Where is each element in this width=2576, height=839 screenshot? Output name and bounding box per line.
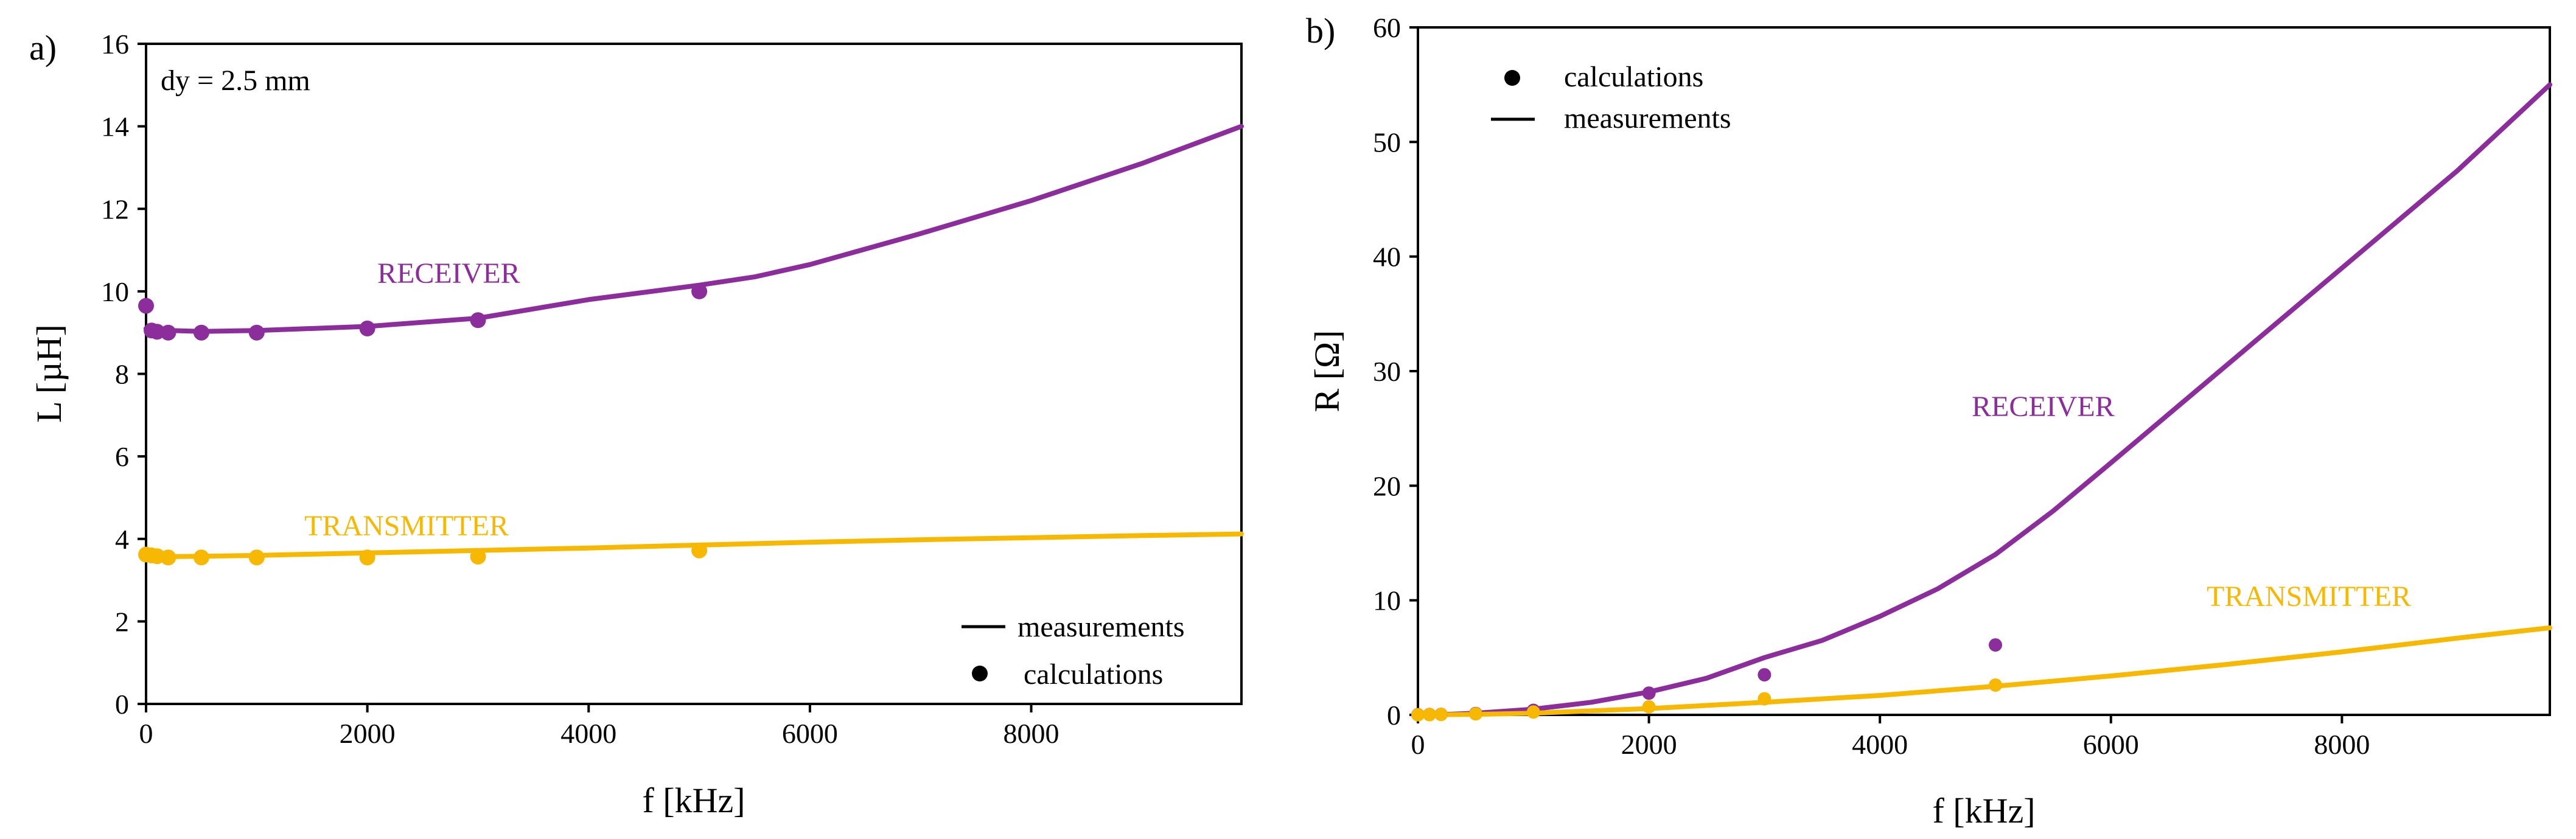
- panel-b-transmitter-calculation-point: [1526, 705, 1540, 719]
- panel-b-receiver-measurement-line: [1415, 82, 2552, 717]
- panel-a-transmitter-calculation-point: [691, 542, 708, 559]
- panel-b-y-tick-label-6: 60: [1373, 12, 1401, 43]
- panel-a-transmitter-calculation-point: [359, 549, 375, 566]
- panel-a-y-axis-label: L [µH]: [29, 324, 69, 423]
- panel-b-x-tick-label-1: 2000: [1621, 729, 1677, 760]
- panel-b-y-tick-label-0: 0: [1387, 700, 1401, 731]
- panel-a-ticks: 0 2000 4000 6000 8000 0 2 4 6 8 10 12 14 16: [101, 29, 1059, 749]
- panel-b-y-tick-label-2: 20: [1373, 470, 1401, 501]
- panel-a-y-tick-label-3: 6: [115, 441, 129, 472]
- panel-a-transmitter-calculation-point: [248, 549, 265, 566]
- panel-a-y-tick-label-4: 8: [115, 359, 129, 390]
- panel-b-x-axis-label: f [kHz]: [1932, 791, 2035, 830]
- panel-b-legend-measurements: measurements: [1564, 102, 1731, 134]
- panel-a-x-tick-label-0: 0: [139, 718, 153, 749]
- panel-b-ticks: 0 2000 4000 6000 8000 0 10 20 30 40 50 60: [1373, 12, 2370, 760]
- panel-a-receiver-measurement-line: [144, 124, 1244, 334]
- panel-b-label: b): [1306, 11, 1335, 50]
- panel-b-y-tick-label-5: 50: [1373, 127, 1401, 158]
- panel-a-x-tick-label-2: 4000: [560, 718, 616, 749]
- panel-a-label: a): [29, 28, 57, 68]
- panel-a-transmitter-calculation-point: [470, 548, 486, 565]
- panel-b-legend-calculations: calculations: [1564, 61, 1703, 93]
- panel-b-transmitter-measurement-line: [1415, 625, 2552, 717]
- panel-a-receiver-calculation-point: [470, 312, 486, 329]
- panel-a-receiver-calculation-point: [138, 298, 154, 314]
- panel-b-y-tick-label-4: 40: [1373, 242, 1401, 273]
- panel-b-legend: calculations measurements: [1491, 61, 1731, 134]
- panel-b-series-lines: [1415, 82, 2552, 717]
- panel-a-legend-measurements: measurements: [1017, 611, 1185, 643]
- panel-b-transmitter-calculation-point: [1411, 708, 1425, 722]
- panel-b-transmitter-calculation-point: [1757, 692, 1771, 706]
- panel-b-y-tick-label-1: 10: [1373, 585, 1401, 616]
- panel-b-x-tick-label-3: 6000: [2083, 729, 2139, 760]
- panel-a-receiver-calculation-point: [193, 324, 209, 341]
- panel-a-y-tick-label-0: 0: [115, 689, 129, 720]
- panel-a-legend: measurements calculations: [962, 611, 1185, 691]
- panel-a-receiver-calculation-point: [359, 320, 375, 336]
- panel-b-x-tick-label-2: 4000: [1852, 729, 1908, 760]
- panel-a-transmitter-calculation-point: [193, 549, 209, 566]
- panel-b-legend-dot-marker: [1504, 70, 1520, 86]
- panel-b-transmitter-label: TRANSMITTER: [2207, 580, 2411, 613]
- panel-a-y-tick-label-6: 12: [101, 193, 129, 225]
- panel-b-transmitter-calculation-point: [1989, 678, 2002, 692]
- panel-a-inductance-chart: a) 0 2000 4000 6000 8000 0 2 4 6 8 10 12 14 16 dy = 2…: [29, 28, 1244, 820]
- panel-b-resistance-chart: b) 0 2000 4000 6000 8000 0 10 20 30 40 50 60 calcul…: [1306, 11, 2552, 830]
- panel-a-y-tick-label-2: 4: [115, 524, 129, 555]
- panel-b-transmitter-calculation-point: [1423, 708, 1436, 722]
- panel-a-transmitter-calculation-point: [160, 549, 176, 566]
- panel-b-receiver-calculation-point: [1757, 668, 1771, 682]
- panel-a-x-tick-label-1: 2000: [340, 718, 396, 749]
- panel-a-transmitter-label: TRANSMITTER: [304, 510, 509, 542]
- panel-a-plot-frame: [145, 43, 1243, 705]
- panel-a-calculation-points: [138, 283, 708, 566]
- panel-a-x-tick-label-4: 8000: [1004, 718, 1059, 749]
- panel-a-y-tick-label-1: 2: [115, 606, 129, 637]
- panel-b-transmitter-calculation-point: [1642, 700, 1656, 714]
- panel-b-y-axis-label: R [Ω]: [1307, 330, 1347, 413]
- panel-a-y-tick-label-7: 14: [101, 111, 129, 142]
- panel-a-x-tick-label-3: 6000: [782, 718, 838, 749]
- panel-a-y-tick-label-8: 16: [101, 29, 129, 60]
- panel-a-legend-dot-marker: [972, 666, 988, 681]
- panel-b-transmitter-calculation-point: [1434, 708, 1448, 722]
- panel-a-y-tick-label-5: 10: [101, 276, 129, 307]
- panel-a-annotation: dy = 2.5 mm: [161, 64, 310, 97]
- panel-b-transmitter-calculation-point: [1468, 707, 1482, 721]
- panel-b-calculation-points: [1411, 638, 2002, 722]
- panel-b-receiver-calculation-point: [1642, 686, 1656, 700]
- panel-a-x-axis-label: f [kHz]: [642, 781, 745, 820]
- panel-b-x-tick-label-4: 8000: [2314, 729, 2370, 760]
- panel-a-receiver-calculation-point: [691, 283, 708, 299]
- panel-b-x-tick-label-0: 0: [1411, 729, 1425, 760]
- panel-a-receiver-calculation-point: [248, 324, 265, 341]
- panel-a-series-lines: [144, 124, 1244, 559]
- panel-a-receiver-label: RECEIVER: [377, 257, 520, 290]
- panel-a-legend-calculations: calculations: [1024, 658, 1163, 691]
- panel-b-receiver-calculation-point: [1989, 638, 2002, 652]
- panel-a-receiver-calculation-point: [160, 324, 176, 341]
- panel-b-receiver-label: RECEIVER: [1972, 391, 2115, 423]
- panel-b-y-tick-label-3: 30: [1373, 356, 1401, 387]
